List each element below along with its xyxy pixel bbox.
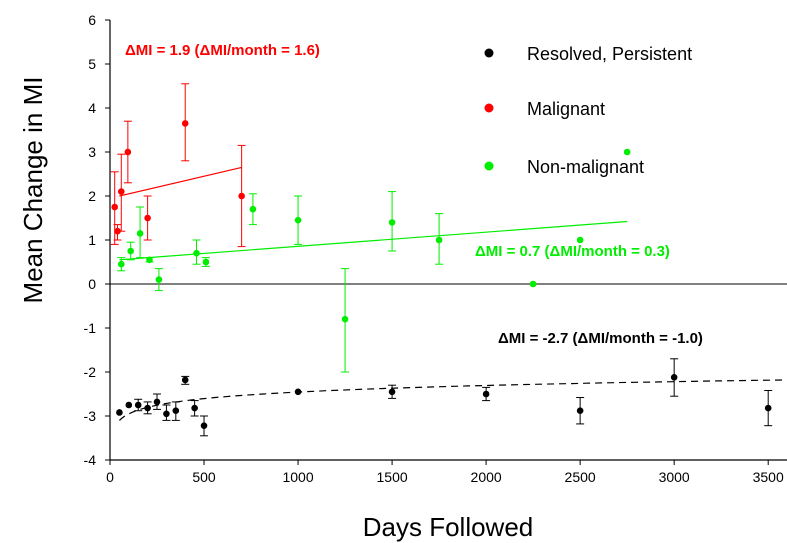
legend-marker-nonmalignant	[484, 161, 494, 171]
legend-marker-malignant	[484, 103, 494, 113]
x-tick-label-3: 1500	[377, 469, 408, 485]
data-points	[110, 83, 773, 437]
data-point-s2-9	[341, 315, 349, 323]
data-point-s0-5	[163, 410, 170, 418]
data-point-s2-1	[127, 247, 134, 255]
data-point-s0-6	[172, 407, 180, 415]
data-point-s0-7	[181, 376, 189, 384]
data-point-s1-0	[111, 203, 119, 211]
annotation-malignant: ΔMI = 1.9 (ΔMI/month = 1.6)	[125, 42, 320, 59]
data-point-s0-12	[482, 390, 490, 398]
annotation-nonmalignant: ΔMI = 0.7 (ΔMI/month = 0.3)	[475, 243, 670, 260]
y-tick-label-1: -3	[84, 408, 97, 424]
data-point-s2-11	[435, 236, 443, 244]
data-point-s0-3	[144, 404, 151, 412]
data-point-s1-2	[117, 188, 125, 195]
x-tick-label-1: 500	[192, 469, 216, 485]
y-tick-label-8: 4	[88, 100, 96, 116]
tick-group: 0 500 1000 1500 2000 2500 3000 3500 -4 -3 -2 -1 0 1 2 3…	[84, 12, 784, 485]
y-tick-label-0: -4	[84, 452, 97, 468]
legend-marker-resolved	[484, 48, 494, 58]
data-point-s0-8	[191, 404, 198, 412]
y-tick-label-2: -2	[84, 364, 97, 380]
data-point-s2-0	[117, 260, 125, 268]
y-tick-label-5: 1	[88, 232, 96, 248]
y-axis-title: Mean Change in MI	[18, 77, 48, 304]
legend-label-malignant: Malignant	[527, 99, 605, 119]
trend-line-1	[119, 166, 242, 197]
data-point-s0-0	[116, 409, 123, 416]
data-point-s2-10	[388, 219, 396, 226]
trend-line-2	[119, 220, 628, 261]
data-point-s0-2	[134, 401, 142, 409]
data-point-s0-15	[764, 404, 772, 412]
data-point-s2-12	[529, 280, 537, 288]
x-tick-label-6: 3000	[659, 469, 690, 485]
legend-label-nonmalignant: Non-malignant	[527, 157, 644, 177]
data-point-s1-5	[181, 120, 189, 127]
data-point-s2-7	[249, 205, 257, 213]
data-point-s2-8	[294, 216, 302, 224]
trend-lines	[118, 166, 787, 421]
x-tick-label-2: 1000	[282, 469, 313, 485]
legend: Resolved, Persistent Malignant Non-malig…	[484, 44, 692, 177]
x-tick-label-5: 2500	[565, 469, 596, 485]
legend-label-resolved: Resolved, Persistent	[527, 44, 692, 64]
data-point-s2-3	[146, 256, 153, 264]
data-point-s2-5	[193, 249, 200, 257]
data-point-s0-1	[125, 401, 133, 409]
y-tick-label-3: -1	[84, 320, 97, 336]
data-point-s2-2	[136, 230, 144, 237]
data-point-s0-11	[388, 388, 396, 396]
x-axis-title: Days Followed	[363, 512, 534, 542]
x-tick-label-4: 2000	[471, 469, 502, 485]
data-point-s0-13	[576, 407, 584, 415]
data-point-s2-14	[623, 148, 631, 156]
data-point-s0-9	[200, 422, 208, 429]
y-tick-label-9: 5	[88, 56, 96, 72]
y-tick-label-10: 6	[88, 12, 96, 28]
y-tick-label-6: 2	[88, 188, 96, 204]
data-point-s1-4	[144, 214, 151, 222]
data-point-s2-4	[155, 276, 163, 283]
data-point-s1-3	[124, 148, 132, 156]
data-point-s1-6	[238, 192, 245, 200]
x-tick-label-7: 3500	[753, 469, 784, 485]
y-tick-label-4: 0	[88, 276, 96, 292]
axes	[109, 20, 787, 461]
annotation-resolved: ΔMI = -2.7 (ΔMI/month = -1.0)	[498, 330, 703, 347]
y-tick-label-7: 3	[88, 144, 96, 160]
trend-line-0	[118, 379, 787, 421]
data-point-s0-10	[294, 388, 302, 396]
data-point-s0-4	[153, 398, 161, 406]
data-point-s2-6	[202, 258, 210, 266]
data-point-s0-14	[670, 373, 678, 381]
data-point-s2-13	[576, 236, 584, 244]
x-tick-label-0: 0	[106, 469, 114, 485]
